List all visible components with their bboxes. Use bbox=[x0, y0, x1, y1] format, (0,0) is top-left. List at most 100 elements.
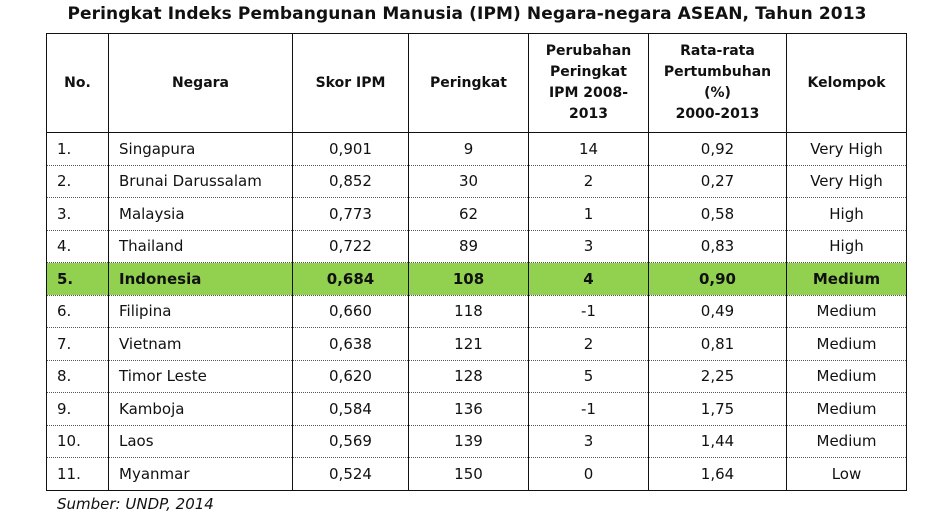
cell-kelompok: High bbox=[786, 230, 907, 263]
cell-no: 3. bbox=[46, 197, 109, 231]
cell-perubahan-peringkat: 1 bbox=[528, 197, 649, 231]
cell-skor-ipm: 0,852 bbox=[292, 165, 409, 198]
cell-kelompok: Medium bbox=[786, 360, 907, 393]
cell-kelompok: Medium bbox=[786, 425, 907, 458]
cell-no: 2. bbox=[46, 165, 109, 198]
cell-negara: Kamboja bbox=[108, 392, 293, 426]
cell-no: 9. bbox=[46, 392, 109, 426]
cell-kelompok: Low bbox=[786, 457, 907, 491]
source-note: Sumber: UNDP, 2014 bbox=[57, 495, 214, 513]
cell-peringkat: 139 bbox=[408, 425, 529, 458]
cell-peringkat: 108 bbox=[408, 262, 529, 296]
cell-rata-rata-pertumbuhan: 0,27 bbox=[648, 165, 787, 198]
table-row: 3. Malaysia 0,773 62 1 0,58 High bbox=[46, 197, 907, 231]
header-peringkat: Peringkat bbox=[408, 33, 529, 133]
cell-rata-rata-pertumbuhan: 1,75 bbox=[648, 392, 787, 426]
cell-peringkat: 121 bbox=[408, 327, 529, 361]
header-negara: Negara bbox=[108, 33, 293, 133]
cell-no: 10. bbox=[46, 425, 109, 458]
cell-no: 1. bbox=[46, 132, 109, 166]
cell-kelompok: High bbox=[786, 197, 907, 231]
table-title: Peringkat Indeks Pembangunan Manusia (IP… bbox=[67, 4, 867, 24]
header-perubahan-peringkat: Perubahan Peringkat IPM 2008- 2013 bbox=[528, 33, 649, 133]
table-row: 1. Singapura 0,901 9 14 0,92 Very High bbox=[46, 132, 907, 166]
cell-rata-rata-pertumbuhan: 0,49 bbox=[648, 295, 787, 328]
table-row: 11. Myanmar 0,524 150 0 1,64 Low bbox=[46, 457, 907, 491]
cell-skor-ipm: 0,684 bbox=[292, 262, 409, 296]
cell-kelompok: Medium bbox=[786, 392, 907, 426]
table-row: 2. Brunai Darussalam 0,852 30 2 0,27 Very High bbox=[46, 165, 907, 198]
table-row: 4. Thailand 0,722 89 3 0,83 High bbox=[46, 230, 907, 263]
header-skor-ipm: Skor IPM bbox=[292, 33, 409, 133]
cell-skor-ipm: 0,773 bbox=[292, 197, 409, 231]
cell-rata-rata-pertumbuhan: 1,44 bbox=[648, 425, 787, 458]
table-body: 1. Singapura 0,901 9 14 0,92 Very High 2. Brunai… bbox=[46, 132, 907, 491]
cell-negara: Thailand bbox=[108, 230, 293, 263]
table-row: 10. Laos 0,569 139 3 1,44 Medium bbox=[46, 425, 907, 458]
cell-negara: Indonesia bbox=[108, 262, 293, 296]
ipm-table: No. Negara Skor IPM Peringkat Perubahan … bbox=[46, 33, 907, 491]
cell-peringkat: 150 bbox=[408, 457, 529, 491]
cell-skor-ipm: 0,524 bbox=[292, 457, 409, 491]
header-rata-rata-pertumbuhan: Rata-rata Pertumbuhan (%) 2000-2013 bbox=[648, 33, 787, 133]
cell-rata-rata-pertumbuhan: 1,64 bbox=[648, 457, 787, 491]
table-row-highlighted: 5. Indonesia 0,684 108 4 0,90 Medium bbox=[46, 262, 907, 296]
cell-perubahan-peringkat: 3 bbox=[528, 425, 649, 458]
cell-peringkat: 128 bbox=[408, 360, 529, 393]
cell-skor-ipm: 0,660 bbox=[292, 295, 409, 328]
cell-negara: Singapura bbox=[108, 132, 293, 166]
cell-peringkat: 9 bbox=[408, 132, 529, 166]
cell-perubahan-peringkat: 5 bbox=[528, 360, 649, 393]
cell-peringkat: 89 bbox=[408, 230, 529, 263]
cell-perubahan-peringkat: -1 bbox=[528, 295, 649, 328]
cell-perubahan-peringkat: 0 bbox=[528, 457, 649, 491]
cell-kelompok: Medium bbox=[786, 262, 907, 296]
cell-skor-ipm: 0,584 bbox=[292, 392, 409, 426]
cell-kelompok: Medium bbox=[786, 295, 907, 328]
cell-no: 8. bbox=[46, 360, 109, 393]
cell-perubahan-peringkat: 3 bbox=[528, 230, 649, 263]
cell-no: 4. bbox=[46, 230, 109, 263]
cell-perubahan-peringkat: 14 bbox=[528, 132, 649, 166]
cell-no: 5. bbox=[46, 262, 109, 296]
header-no: No. bbox=[46, 33, 109, 133]
cell-perubahan-peringkat: -1 bbox=[528, 392, 649, 426]
cell-negara: Malaysia bbox=[108, 197, 293, 231]
cell-peringkat: 118 bbox=[408, 295, 529, 328]
table-row: 6. Filipina 0,660 118 -1 0,49 Medium bbox=[46, 295, 907, 328]
cell-rata-rata-pertumbuhan: 0,92 bbox=[648, 132, 787, 166]
cell-negara: Vietnam bbox=[108, 327, 293, 361]
cell-skor-ipm: 0,722 bbox=[292, 230, 409, 263]
cell-rata-rata-pertumbuhan: 0,90 bbox=[648, 262, 787, 296]
cell-negara: Myanmar bbox=[108, 457, 293, 491]
cell-negara: Brunai Darussalam bbox=[108, 165, 293, 198]
cell-no: 11. bbox=[46, 457, 109, 491]
cell-perubahan-peringkat: 4 bbox=[528, 262, 649, 296]
cell-skor-ipm: 0,901 bbox=[292, 132, 409, 166]
cell-negara: Filipina bbox=[108, 295, 293, 328]
table-row: 8. Timor Leste 0,620 128 5 2,25 Medium bbox=[46, 360, 907, 393]
cell-perubahan-peringkat: 2 bbox=[528, 165, 649, 198]
cell-perubahan-peringkat: 2 bbox=[528, 327, 649, 361]
cell-rata-rata-pertumbuhan: 0,58 bbox=[648, 197, 787, 231]
cell-rata-rata-pertumbuhan: 2,25 bbox=[648, 360, 787, 393]
table-row: 7. Vietnam 0,638 121 2 0,81 Medium bbox=[46, 327, 907, 361]
cell-kelompok: Very High bbox=[786, 132, 907, 166]
cell-negara: Timor Leste bbox=[108, 360, 293, 393]
cell-no: 7. bbox=[46, 327, 109, 361]
header-row: No. Negara Skor IPM Peringkat Perubahan … bbox=[46, 33, 907, 133]
table-row: 9. Kamboja 0,584 136 -1 1,75 Medium bbox=[46, 392, 907, 426]
cell-peringkat: 30 bbox=[408, 165, 529, 198]
cell-rata-rata-pertumbuhan: 0,83 bbox=[648, 230, 787, 263]
cell-negara: Laos bbox=[108, 425, 293, 458]
cell-rata-rata-pertumbuhan: 0,81 bbox=[648, 327, 787, 361]
cell-peringkat: 136 bbox=[408, 392, 529, 426]
cell-kelompok: Very High bbox=[786, 165, 907, 198]
cell-skor-ipm: 0,569 bbox=[292, 425, 409, 458]
cell-skor-ipm: 0,638 bbox=[292, 327, 409, 361]
cell-kelompok: Medium bbox=[786, 327, 907, 361]
header-kelompok: Kelompok bbox=[786, 33, 907, 133]
cell-skor-ipm: 0,620 bbox=[292, 360, 409, 393]
cell-peringkat: 62 bbox=[408, 197, 529, 231]
cell-no: 6. bbox=[46, 295, 109, 328]
